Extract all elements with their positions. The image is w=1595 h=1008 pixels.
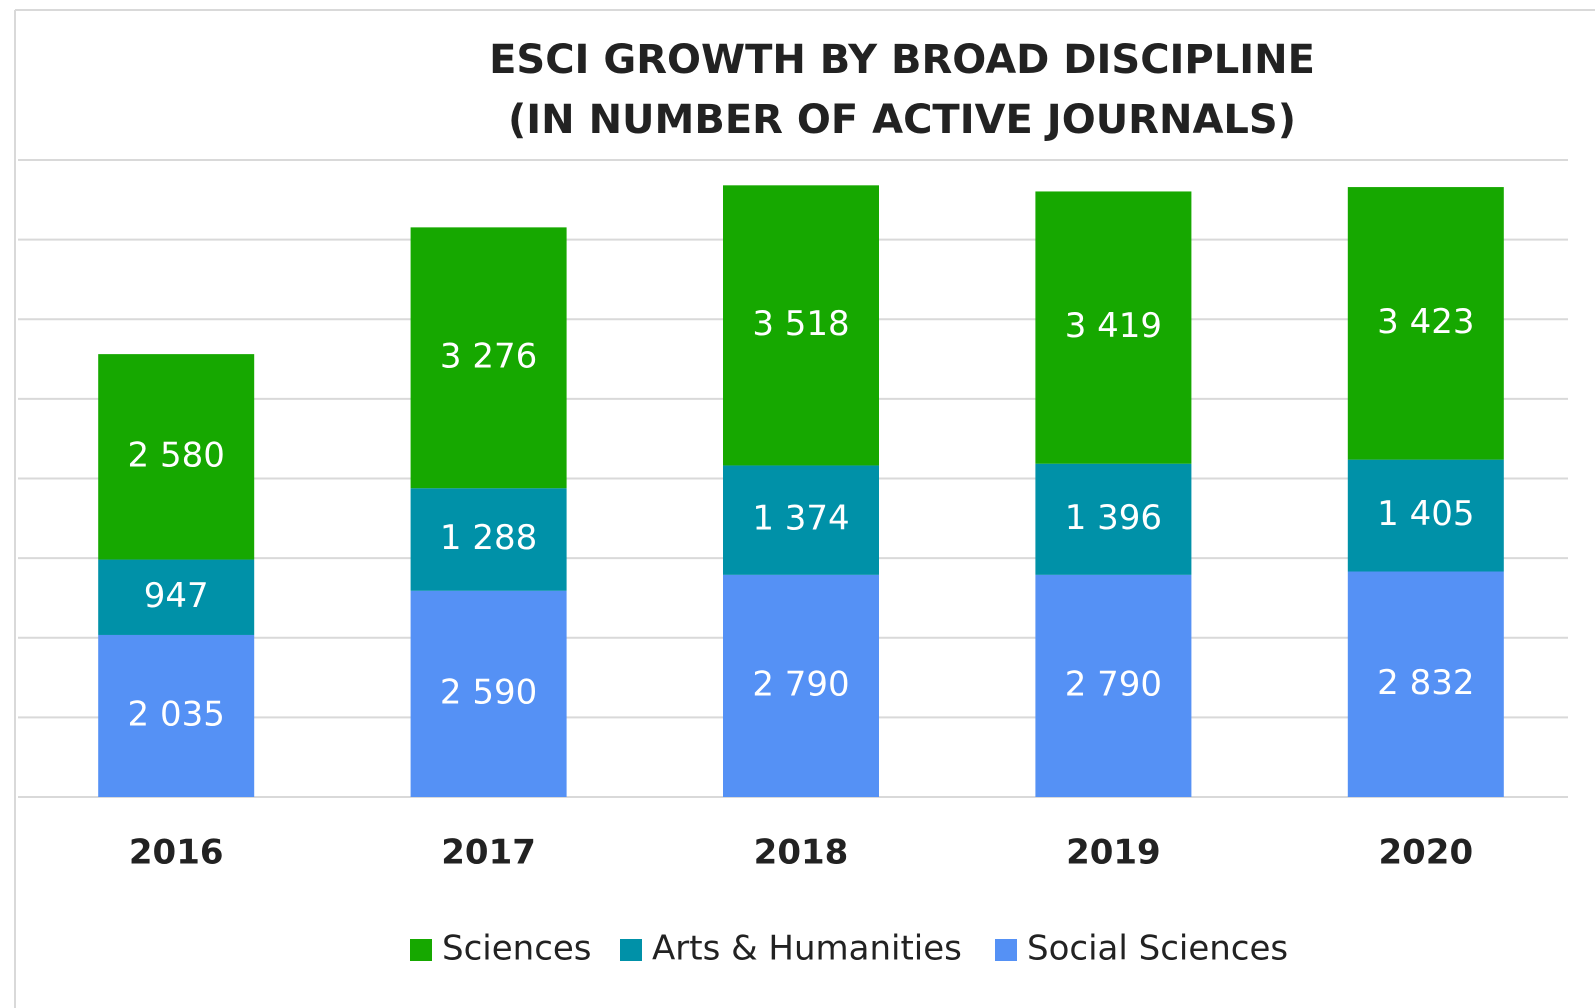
legend-swatch bbox=[620, 939, 642, 961]
bar-segment bbox=[98, 559, 255, 635]
bar-segment bbox=[410, 590, 567, 797]
legend-label: Sciences bbox=[442, 929, 592, 969]
legend-swatch bbox=[995, 939, 1017, 961]
bar-segment bbox=[98, 634, 255, 797]
bar-segment bbox=[723, 574, 879, 797]
data-label: 1 288 bbox=[440, 518, 537, 558]
x-tick-label: 2018 bbox=[754, 833, 849, 873]
data-label: 3 276 bbox=[440, 336, 537, 376]
x-tick-label: 2020 bbox=[1378, 833, 1473, 873]
chart-subtitle: (IN NUMBER OF ACTIVE JOURNALS) bbox=[508, 97, 1296, 143]
data-label: 2 790 bbox=[1065, 664, 1162, 704]
legend-label: Arts & Humanities bbox=[652, 929, 962, 969]
data-label: 1 405 bbox=[1377, 494, 1474, 534]
data-label: 1 374 bbox=[752, 499, 849, 539]
data-label: 2 590 bbox=[440, 672, 537, 712]
bar-segment bbox=[723, 185, 879, 466]
legend-label: Social Sciences bbox=[1027, 929, 1288, 969]
bar-segment bbox=[410, 227, 567, 489]
x-tick-label: 2019 bbox=[1066, 833, 1161, 873]
data-label: 2 580 bbox=[128, 435, 225, 475]
x-tick-label: 2016 bbox=[129, 833, 224, 873]
bar-segment bbox=[98, 354, 255, 560]
data-label: 3 419 bbox=[1065, 306, 1162, 346]
data-label: 2 790 bbox=[752, 664, 849, 704]
bar-segment bbox=[1347, 187, 1504, 460]
bar-segment bbox=[410, 488, 567, 591]
chart-title: ESCI GROWTH BY BROAD DISCIPLINE bbox=[489, 37, 1315, 83]
data-label: 2 832 bbox=[1377, 663, 1474, 703]
data-label: 3 518 bbox=[752, 304, 849, 344]
data-label: 2 035 bbox=[128, 694, 225, 734]
bar-segment bbox=[1035, 191, 1192, 464]
bar-segment bbox=[723, 465, 879, 575]
data-label: 3 423 bbox=[1377, 302, 1474, 342]
data-label: 947 bbox=[144, 576, 209, 616]
legend-swatch bbox=[410, 939, 432, 961]
bar-segment bbox=[1035, 574, 1192, 797]
x-tick-label: 2017 bbox=[441, 833, 536, 873]
bar-segment bbox=[1035, 463, 1192, 575]
bar-segment bbox=[1347, 571, 1504, 797]
bar-segment bbox=[1347, 459, 1504, 572]
data-label: 1 396 bbox=[1065, 498, 1162, 538]
